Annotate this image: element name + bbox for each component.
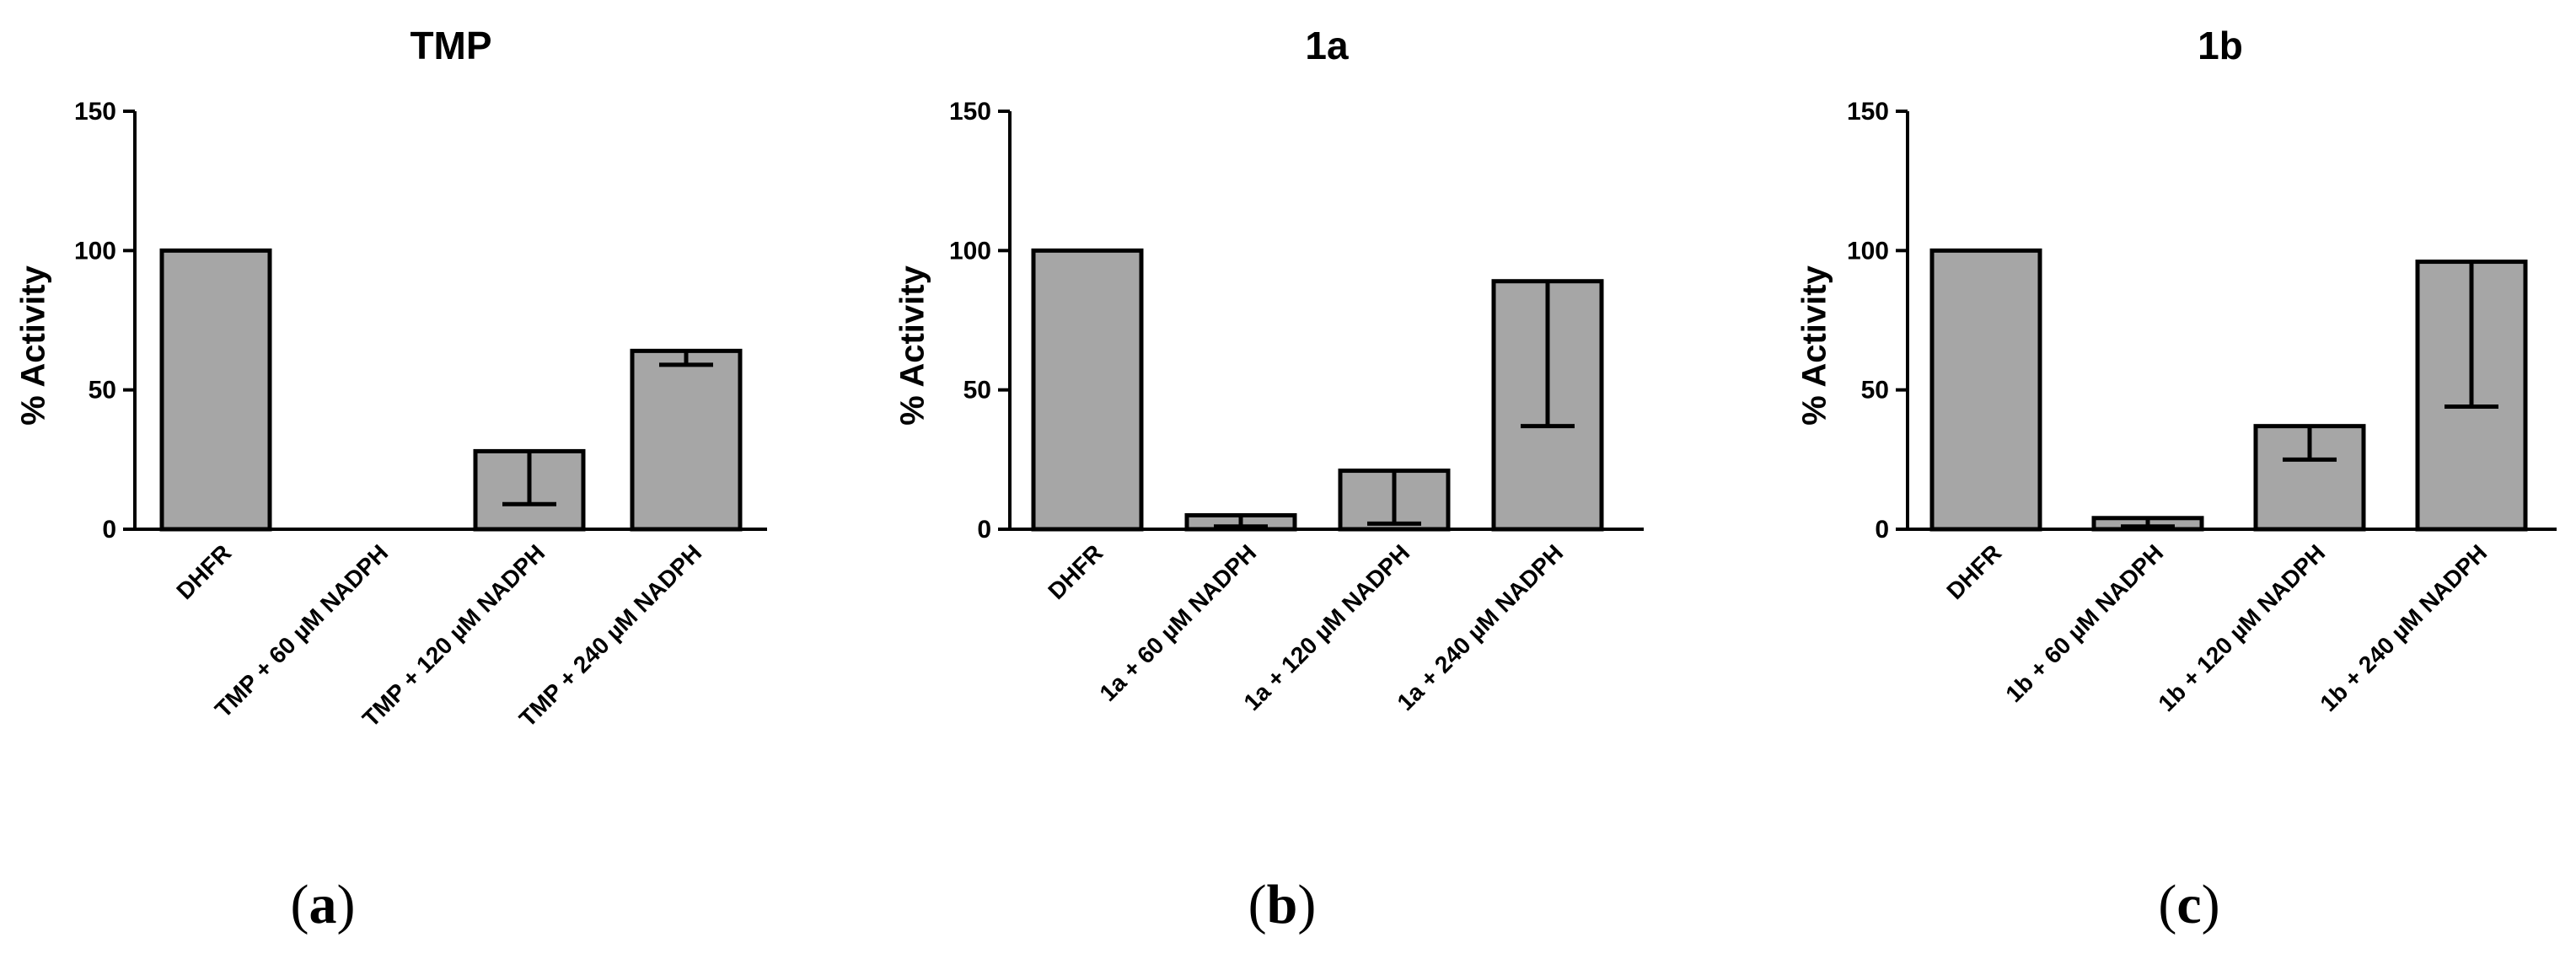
bar — [159, 248, 272, 532]
y-tick-label: 100 — [74, 237, 116, 265]
bar — [1031, 248, 1144, 532]
x-tick-label: TMP + 240 µM NADPH — [514, 539, 706, 731]
y-tick-label: 150 — [1847, 98, 1889, 126]
chart-title: 1a — [1305, 24, 1349, 67]
y-axis-label: % Activity — [1796, 265, 1833, 425]
y-tick-label: 100 — [949, 237, 991, 265]
y-tick-label: 150 — [949, 98, 991, 126]
bar — [2253, 424, 2366, 532]
chart-title: 1b — [2198, 24, 2243, 67]
x-tick-label: 1b + 240 µM NADPH — [2315, 539, 2492, 716]
y-axis-label: % Activity — [894, 265, 931, 425]
y-tick-label: 0 — [1875, 516, 1889, 544]
panel-label: (a) — [291, 874, 356, 935]
x-tick-label: 1a + 60 µM NADPH — [1094, 539, 1261, 706]
x-tick-label: 1a + 120 µM NADPH — [1238, 539, 1414, 715]
y-tick-label: 50 — [963, 377, 991, 404]
y-axis-label: % Activity — [15, 265, 52, 425]
bar — [630, 348, 743, 532]
y-tick-label: 50 — [89, 377, 116, 404]
chart-title: TMP — [410, 24, 491, 67]
x-tick-label: 1b + 120 µM NADPH — [2153, 539, 2330, 716]
x-tick-label: TMP + 120 µM NADPH — [357, 539, 550, 731]
x-tick-label: DHFR — [1941, 539, 2006, 604]
bar — [1929, 248, 2042, 532]
y-tick-label: 150 — [74, 98, 116, 126]
x-tick-label: 1a + 240 µM NADPH — [1392, 539, 1568, 715]
x-tick-label: DHFR — [171, 539, 236, 604]
x-tick-label: DHFR — [1043, 539, 1108, 604]
x-tick-label: 1b + 60 µM NADPH — [2000, 539, 2168, 707]
y-tick-label: 0 — [102, 516, 116, 544]
panel-label: (b) — [1248, 874, 1317, 935]
panel-label: (c) — [2158, 874, 2219, 935]
y-tick-label: 100 — [1847, 237, 1889, 265]
x-tick-label: TMP + 60 µM NADPH — [210, 539, 393, 722]
y-tick-label: 0 — [977, 516, 991, 544]
y-tick-label: 50 — [1861, 377, 1889, 404]
